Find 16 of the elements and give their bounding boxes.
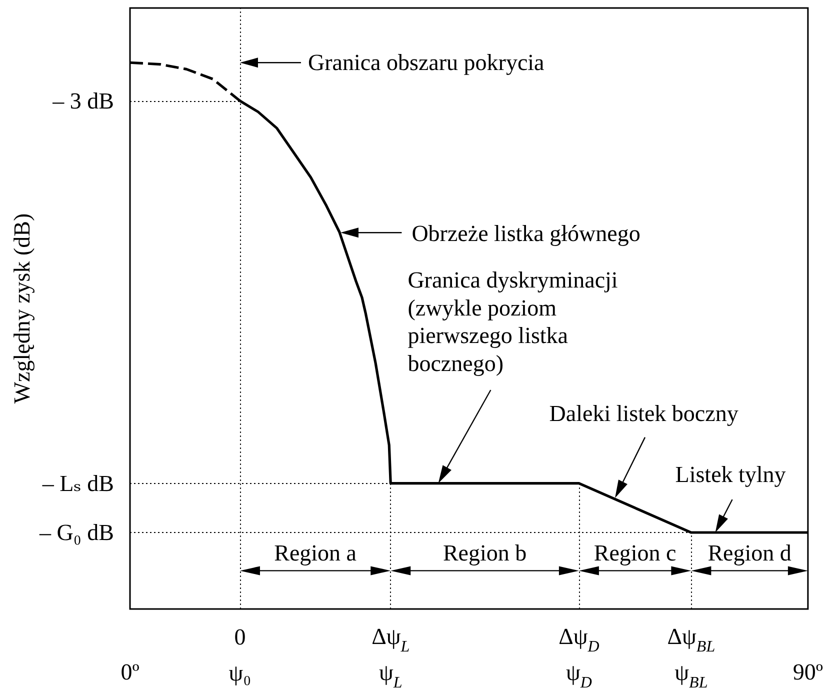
ref-line-label: 0 ψ₀ xyxy=(228,624,252,686)
annotation: Granica dyskryminacji (zwykle poziom pierwszego listka bocznego) xyxy=(408,268,618,376)
annotation: Daleki listek boczny xyxy=(549,400,739,426)
annotation: Region c xyxy=(594,540,676,566)
x-tick-label: 90º xyxy=(792,660,824,684)
annotation: Obrzeże listka głównego xyxy=(412,220,640,246)
annotation: Region b xyxy=(442,540,527,566)
annotation: Region a xyxy=(274,540,357,566)
ref-line-label: – 3 dB xyxy=(52,88,114,114)
ref-line-label: – G₀ dB xyxy=(38,520,114,546)
annotation: Granica obszaru pokrycia xyxy=(308,50,544,76)
annotation: Region d xyxy=(708,540,792,566)
annotation: Listek tylny xyxy=(675,462,786,488)
y-axis-title: Względny zysk (dB) xyxy=(10,213,34,404)
x-tick-label: 0º xyxy=(120,660,140,684)
ref-line-label: – Lₛ dB xyxy=(41,470,114,496)
